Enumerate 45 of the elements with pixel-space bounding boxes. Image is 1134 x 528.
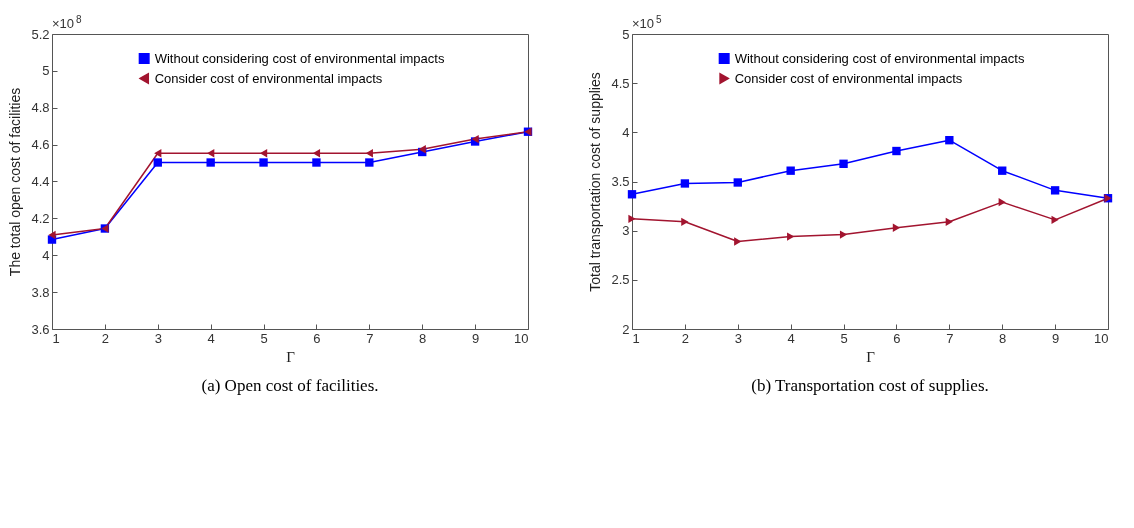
x-tick-label: 6 (313, 330, 321, 346)
x-tick-label: 4 (787, 330, 795, 346)
x-tick-label: 1 (632, 330, 640, 346)
text: (a) Open cost of facilities. (201, 376, 379, 395)
y-tick-label: 4.8 (31, 100, 50, 116)
y-axis-title: Total transportation cost of supplies (587, 72, 604, 292)
y-axis-title: The total open cost of facilities (7, 87, 24, 277)
x-tick-label: 3 (154, 330, 162, 346)
y-tick-label: 2.5 (611, 272, 630, 288)
x-tick-label: 7 (366, 330, 374, 346)
x-tick-label: 9 (1051, 330, 1060, 346)
x-tick-label: 4 (207, 330, 215, 346)
y-tick-label: 4 (622, 124, 630, 140)
x-tick-label: 2 (681, 330, 690, 346)
legend-label: Without considering cost of environmental impacts (734, 50, 1025, 66)
x-tick-label: 8 (419, 330, 427, 346)
y-tick-label: 5.2 (31, 26, 50, 42)
x-tick-label: 7 (946, 330, 954, 346)
y-tick-label: 3.6 (31, 321, 50, 337)
x-axis-title: Γ (286, 348, 296, 365)
y-tick-label: 4.5 (611, 75, 630, 91)
x-tick-label: 9 (471, 330, 480, 346)
x-tick-label: 6 (893, 330, 901, 346)
y-tick-label: 5 (42, 63, 50, 79)
x-tick-label: 3 (734, 330, 742, 346)
x-tick-label: 5 (840, 330, 848, 346)
legend-label: Consider cost of environmental impacts (154, 70, 383, 86)
y-tick-label: 3.8 (31, 284, 50, 300)
x-tick-label: 8 (999, 330, 1007, 346)
y-tick-label: 4.2 (31, 210, 50, 226)
y-tick-label: 5 (622, 26, 630, 42)
y-tick-label: 4.4 (31, 174, 50, 189)
legend-label: Without considering cost of environmental impacts (154, 50, 445, 66)
x-axis-title: Γ (866, 348, 876, 365)
x-tick-label: 1 (52, 330, 60, 346)
text: (b) Transportation cost of supplies. (751, 376, 989, 395)
x-tick-label: 10 (1094, 330, 1109, 346)
x-tick-label: 10 (514, 330, 529, 346)
y-tick-label: 4 (42, 247, 50, 263)
y-tick-label: 3.5 (611, 174, 630, 189)
y-tick-label: 3 (622, 223, 630, 239)
x-tick-label: 2 (101, 330, 110, 346)
legend-label: Consider cost of environmental impacts (734, 70, 963, 86)
y-tick-label: 4.6 (31, 137, 50, 153)
x-tick-label: 5 (260, 330, 268, 346)
